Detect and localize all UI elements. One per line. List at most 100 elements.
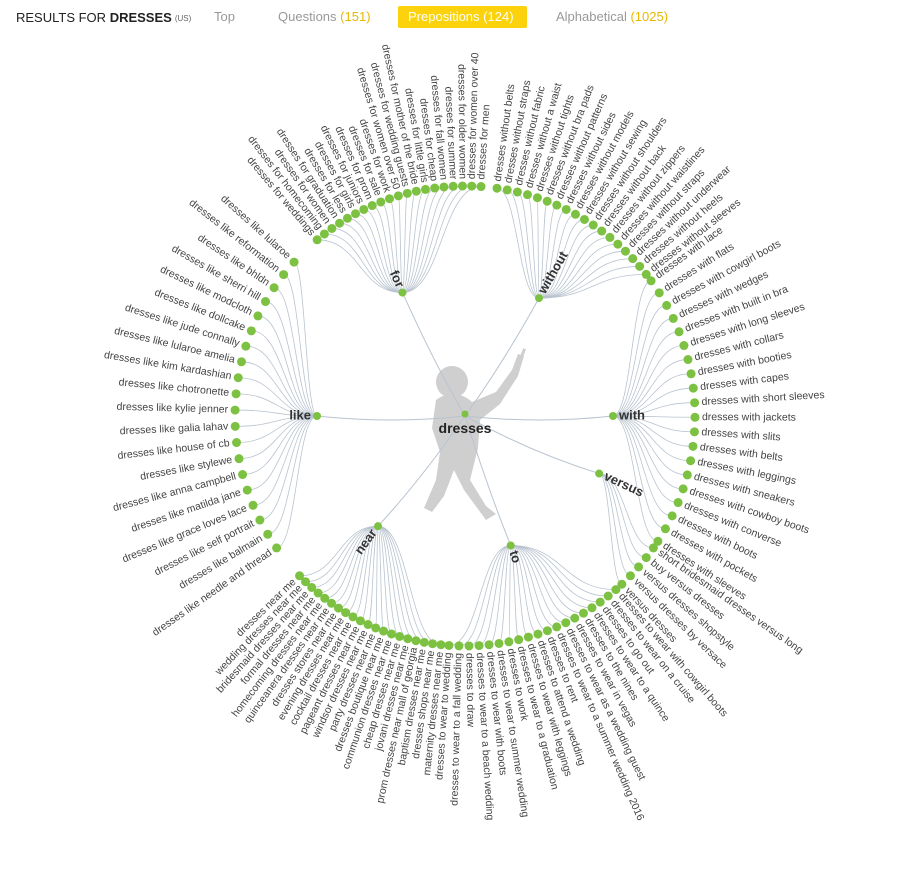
leaf-node[interactable] [674,327,684,337]
leaf-label[interactable]: dresses with slits [701,426,781,443]
branch-node-for[interactable] [398,288,407,297]
leaf-node[interactable] [411,186,421,196]
branch-label-to[interactable]: to [506,549,524,565]
leaf-label[interactable]: dresses like chotronette [118,376,230,399]
leaf-node[interactable] [319,229,329,239]
leaf-node[interactable] [420,184,430,194]
leaf-node[interactable] [230,421,240,431]
leaf-node[interactable] [628,254,638,264]
leaf-node[interactable] [502,185,512,195]
leaf-node[interactable] [464,641,474,651]
leaf-node[interactable] [387,629,397,639]
leaf-node[interactable] [379,626,389,636]
branch-label-with[interactable]: with [618,407,645,422]
leaf-node[interactable] [457,181,467,191]
leaf-node[interactable] [248,500,258,510]
leaf-node[interactable] [263,529,273,539]
tab-alphabetical[interactable]: Alphabetical (1025) [546,6,678,28]
leaf-node[interactable] [231,389,241,399]
branch-node-like[interactable] [313,412,321,420]
leaf-node[interactable] [561,204,571,214]
leaf-node[interactable] [467,181,477,191]
leaf-node[interactable] [236,357,246,367]
leaf-node[interactable] [242,485,252,495]
leaf-node[interactable] [363,620,373,630]
leaf-node[interactable] [561,618,571,628]
leaf-node[interactable] [448,181,458,191]
leaf-node[interactable] [312,235,322,245]
leaf-node[interactable] [605,232,615,242]
leaf-node[interactable] [635,261,645,271]
leaf-node[interactable] [595,597,605,607]
leaf-node[interactable] [552,200,562,210]
leaf-label[interactable]: dresses like kylie jenner [116,401,228,416]
leaf-node[interactable] [682,470,692,480]
leaf-label[interactable]: dresses to draw [463,653,476,728]
leaf-node[interactable] [686,456,696,466]
leaf-node[interactable] [253,311,263,321]
leaf-node[interactable] [402,188,412,198]
leaf-node[interactable] [686,369,696,379]
leaf-node[interactable] [660,524,670,534]
leaf-node[interactable] [233,373,243,383]
branch-node-with[interactable] [609,412,617,420]
leaf-node[interactable] [512,187,522,197]
leaf-node[interactable] [269,283,279,293]
leaf-node[interactable] [542,626,552,636]
leaf-node[interactable] [351,209,361,219]
leaf-node[interactable] [620,246,630,256]
leaf-node[interactable] [327,223,337,233]
leaf-node[interactable] [648,543,658,553]
leaf-node[interactable] [376,197,386,207]
leaf-node[interactable] [335,218,345,228]
leaf-node[interactable] [653,536,663,546]
leaf-node[interactable] [241,341,251,351]
leaf-node[interactable] [295,571,305,581]
leaf-node[interactable] [523,632,533,642]
leaf-node[interactable] [532,193,542,203]
leaf-node[interactable] [411,636,421,646]
branch-node-near[interactable] [374,522,383,531]
leaf-node[interactable] [484,640,494,650]
leaf-node[interactable] [504,637,514,647]
leaf-node[interactable] [641,553,651,563]
branch-node-versus[interactable] [595,469,604,478]
leaf-node[interactable] [232,438,242,448]
leaf-node[interactable] [613,239,623,249]
leaf-node[interactable] [474,641,484,651]
leaf-node[interactable] [367,201,377,211]
leaf-node[interactable] [355,616,365,626]
leaf-label[interactable]: dresses for summer [442,86,459,180]
leaf-node[interactable] [603,591,613,601]
leaf-node[interactable] [430,183,440,193]
leaf-node[interactable] [588,220,598,230]
leaf-node[interactable] [230,405,240,415]
leaf-node[interactable] [313,588,323,598]
leaf-node[interactable] [679,341,689,351]
leaf-node[interactable] [611,585,621,595]
leaf-node[interactable] [654,288,664,298]
leaf-node[interactable] [342,213,352,223]
leaf-node[interactable] [385,194,395,204]
leaf-node[interactable] [428,639,438,649]
leaf-node[interactable] [454,641,464,651]
leaf-node[interactable] [327,598,337,608]
leaf-node[interactable] [279,270,289,280]
leaf-label[interactable]: dresses to wear to a fall wedding [449,653,465,806]
leaf-node[interactable] [341,608,351,618]
leaf-label[interactable]: dresses like galia lahav [120,420,230,437]
leaf-node[interactable] [689,427,699,437]
leaf-node[interactable] [359,204,369,214]
leaf-node[interactable] [419,637,429,647]
leaf-label[interactable]: dresses with jackets [702,411,796,424]
leaf-node[interactable] [289,257,299,267]
leaf-node[interactable] [260,297,270,307]
leaf-node[interactable] [597,226,607,236]
tab-questions[interactable]: Questions (151) [268,6,381,28]
leaf-label[interactable]: dresses with short sleeves [701,389,825,408]
leaf-node[interactable] [542,196,552,206]
branch-label-for[interactable]: for [387,268,408,290]
leaf-node[interactable] [393,191,403,201]
branch-label-like[interactable]: like [289,407,311,422]
leaf-node[interactable] [625,571,635,581]
